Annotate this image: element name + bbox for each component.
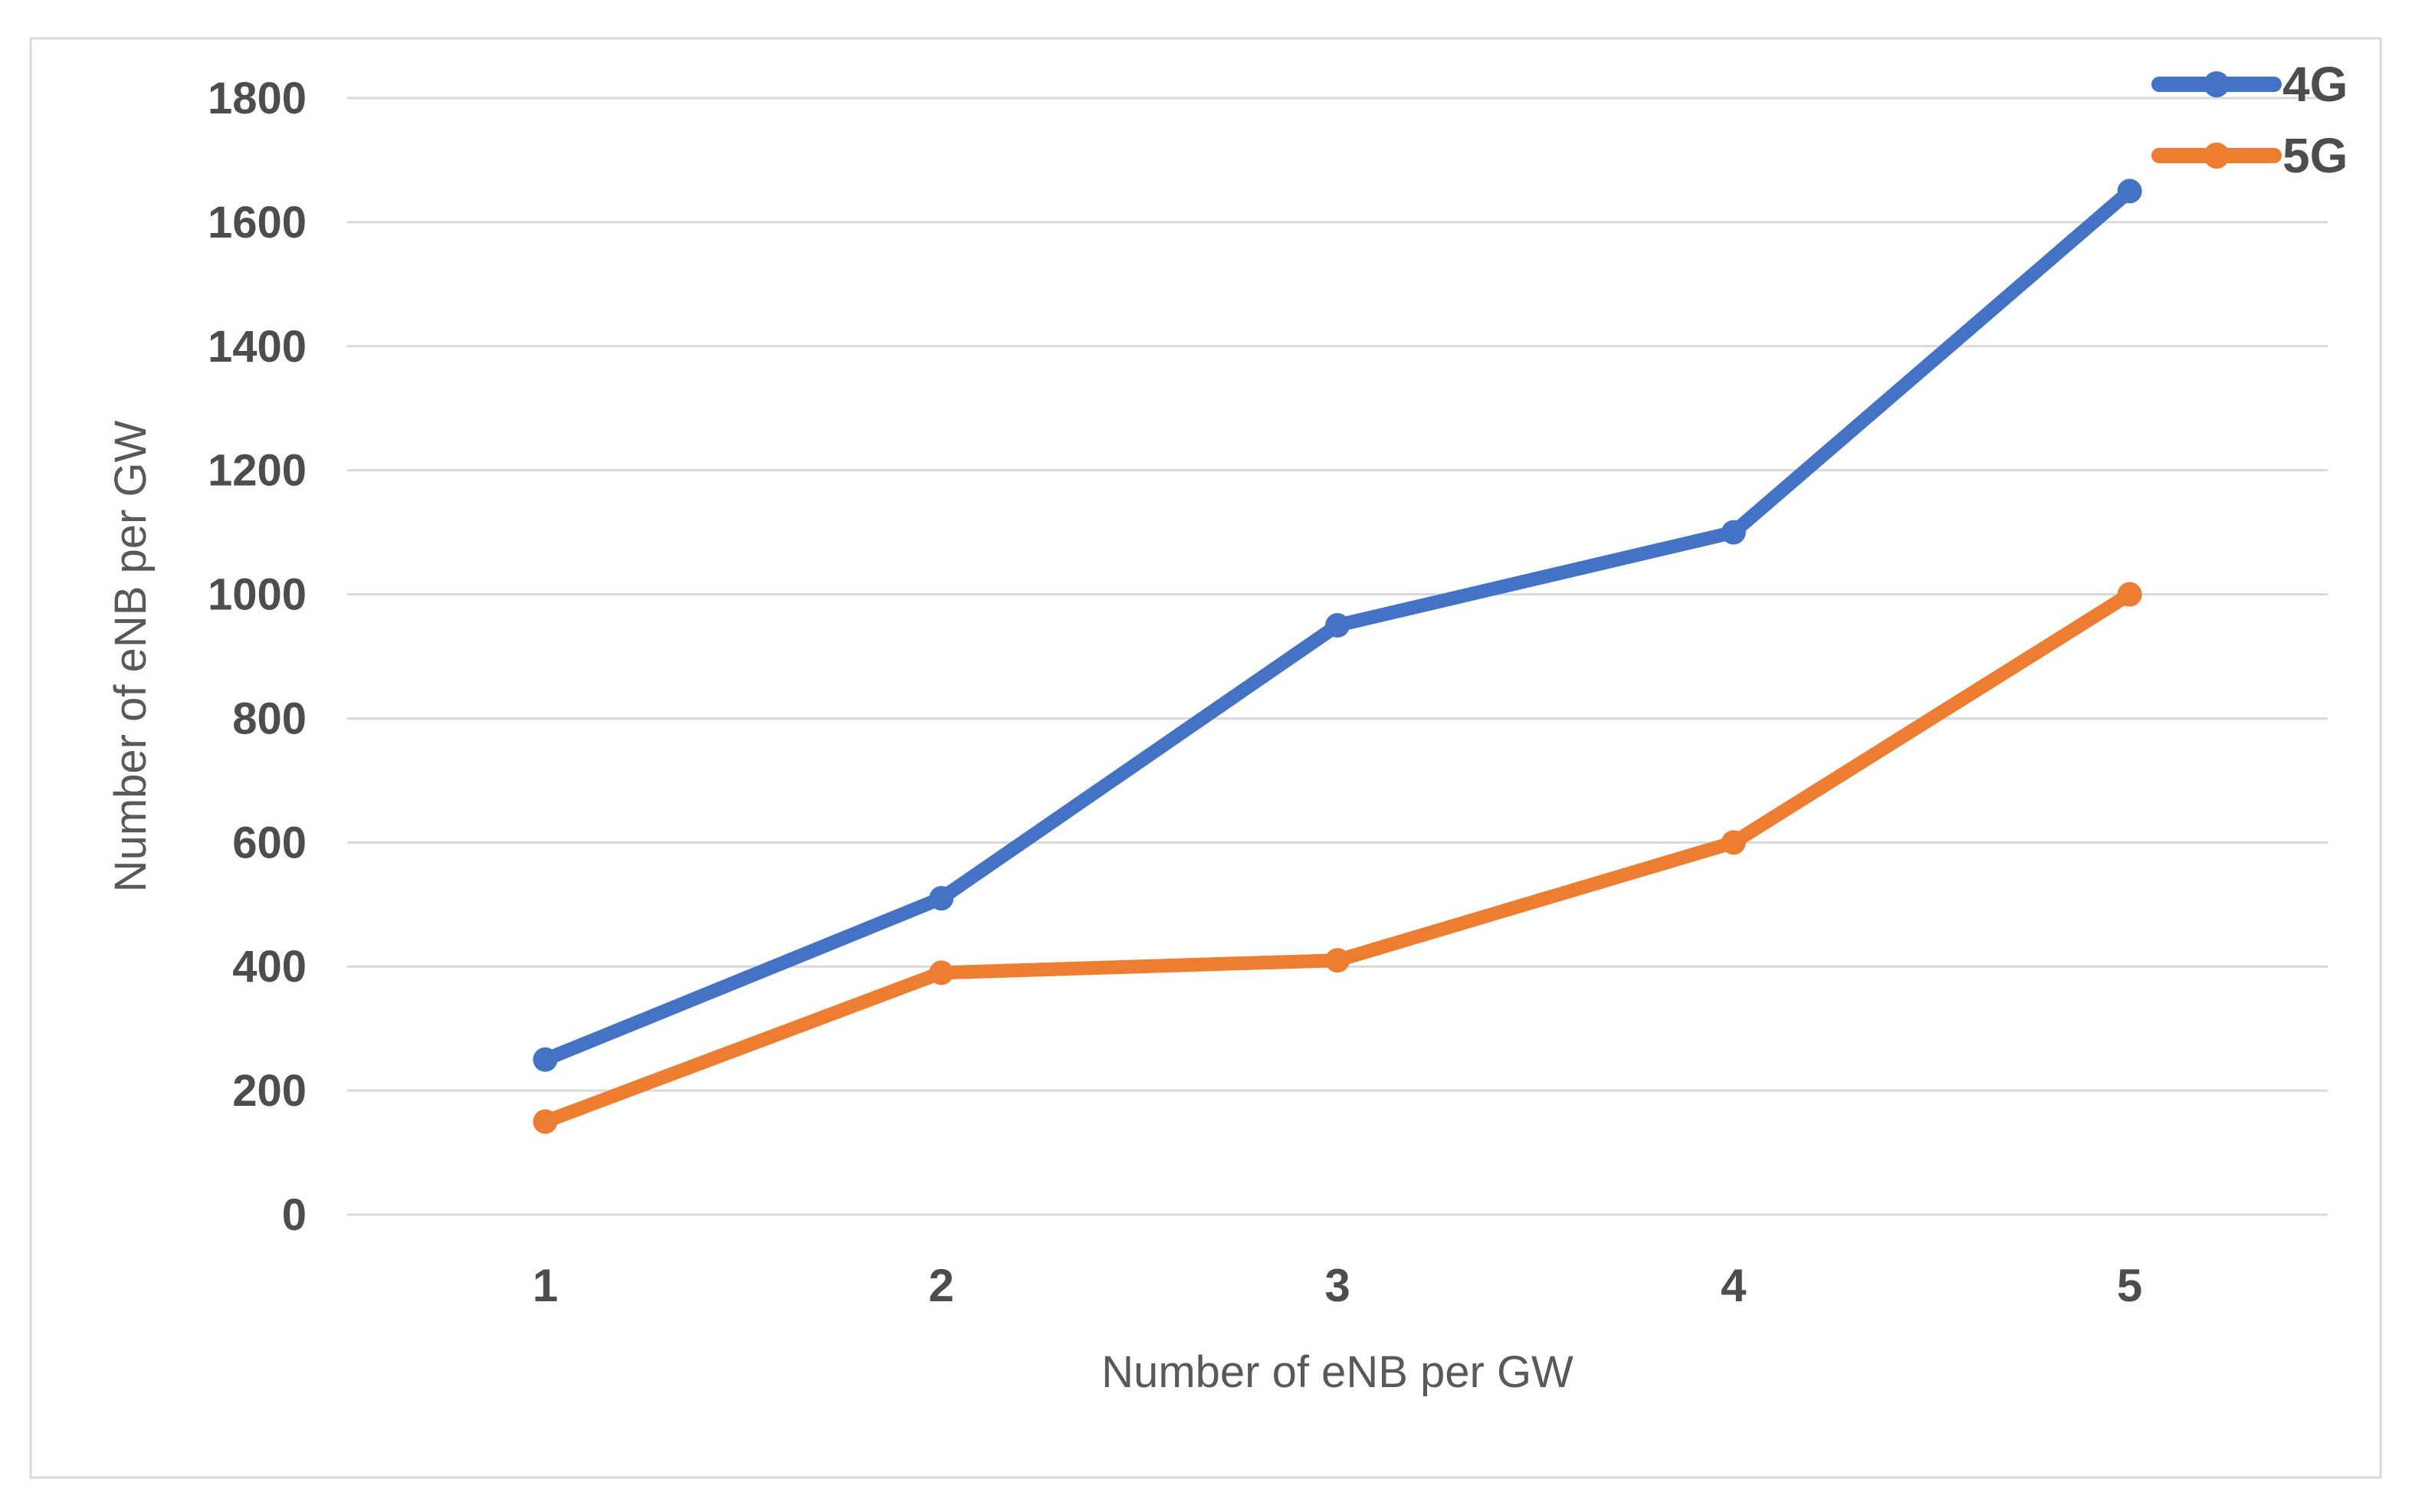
y-tick-label: 1400 [208, 322, 307, 372]
data-point-5G-4 [1721, 830, 1746, 855]
legend-item-5G: 5G [2151, 128, 2348, 183]
data-point-5G-3 [1325, 948, 1350, 973]
data-point-4G-4 [1721, 520, 1746, 545]
x-tick-label: 1 [533, 1260, 558, 1311]
legend-label-4G: 4G [2282, 57, 2348, 112]
y-tick-label: 1600 [208, 198, 307, 248]
x-tick-label: 4 [1721, 1260, 1747, 1311]
y-tick-label: 0 [282, 1190, 307, 1240]
y-axis-title: Number of eNB per GW [106, 420, 156, 892]
y-tick-label: 800 [232, 694, 307, 743]
data-point-5G-1 [533, 1109, 558, 1134]
y-tick-label: 1000 [208, 570, 307, 620]
plot-border [29, 37, 2382, 1479]
data-point-4G-5 [2117, 179, 2142, 204]
legend-label-5G: 5G [2282, 128, 2348, 183]
y-tick-label: 400 [232, 942, 307, 992]
y-tick-label: 200 [232, 1066, 307, 1116]
data-point-5G-2 [929, 960, 954, 986]
data-point-5G-5 [2117, 582, 2142, 607]
y-tick-label: 600 [232, 818, 307, 868]
x-tick-label: 3 [1324, 1260, 1350, 1311]
data-point-4G-3 [1325, 613, 1350, 638]
legend-marker-4G [2204, 71, 2230, 97]
data-point-4G-2 [929, 886, 954, 911]
y-tick-label: 1800 [208, 74, 307, 123]
legend-marker-5G [2204, 143, 2230, 169]
x-tick-label: 5 [2117, 1260, 2142, 1311]
x-tick-label: 2 [929, 1260, 954, 1311]
x-axis-title: Number of eNB per GW [1101, 1347, 1574, 1397]
y-tick-label: 1200 [208, 446, 307, 496]
legend-item-4G: 4G [2151, 57, 2348, 112]
data-point-4G-1 [533, 1047, 558, 1072]
